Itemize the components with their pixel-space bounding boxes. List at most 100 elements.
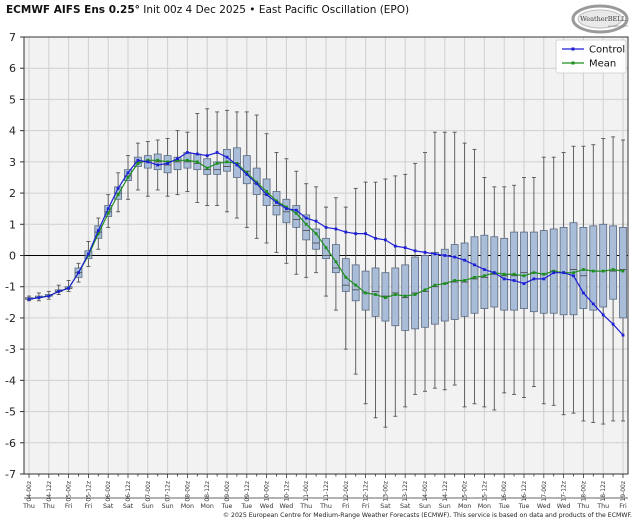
iqr-box (559, 227, 568, 316)
control-marker (502, 277, 506, 281)
x-day-label: Thu (596, 503, 609, 510)
x-day-label: Thu (576, 503, 589, 510)
control-marker (463, 258, 466, 262)
control-marker (473, 263, 476, 267)
legend-mean-label: Mean (589, 59, 616, 70)
mean-marker (621, 269, 625, 273)
control-marker (186, 151, 189, 154)
legend-control-label: Control (589, 45, 625, 56)
control-marker (582, 291, 585, 295)
mean-marker (255, 180, 259, 184)
iqr-box (480, 234, 489, 309)
control-marker (195, 152, 199, 156)
iqr-box (440, 248, 449, 322)
mean-marker (166, 160, 169, 164)
box-plot (312, 186, 321, 274)
x-axis: 04-00z 04-12z 05-00z 05-12z 06-00z 06-12z 07-0… (22, 474, 628, 510)
x-day-label: Sat (103, 503, 114, 510)
iqr-box (589, 225, 598, 311)
control-marker (562, 271, 565, 275)
mean-marker (294, 211, 298, 215)
x-day-label: Fri (619, 503, 627, 510)
mean-marker (611, 268, 615, 271)
mean-marker (304, 222, 308, 226)
mean-marker (186, 158, 189, 162)
control-marker (146, 160, 150, 164)
y-tick-label: 2 (9, 187, 16, 200)
y-tick-label: 7 (9, 31, 16, 44)
x-tick-label: 10-00z (264, 481, 271, 502)
iqr-box (619, 227, 627, 319)
control-marker (57, 289, 61, 293)
x-tick-label: 10-12z (283, 481, 290, 502)
control-marker (433, 252, 437, 256)
x-day-label: Fri (85, 503, 93, 510)
mean-marker (512, 272, 516, 276)
x-day-label: Sun (142, 503, 154, 510)
mean-marker (463, 279, 466, 282)
logo-subtext: Analytics LLC (608, 24, 628, 28)
y-tick-label: -1 (5, 281, 16, 294)
title-separator: • (249, 4, 256, 16)
control-marker (304, 216, 308, 220)
control-marker (354, 232, 358, 236)
mean-marker (225, 160, 229, 164)
x-tick-label: 04-00z (26, 481, 33, 502)
mean-marker (235, 162, 239, 165)
box-plot (391, 175, 400, 417)
control-marker (27, 297, 31, 301)
x-tick-label: 04-12z (46, 481, 53, 502)
mean-marker (582, 268, 585, 271)
control-marker (136, 158, 140, 162)
control-marker (483, 268, 486, 271)
control-marker (215, 151, 219, 154)
x-day-label: Thu (42, 503, 55, 510)
iqr-box (173, 156, 182, 171)
mean-marker (552, 269, 556, 273)
mean-marker (443, 282, 447, 285)
iqr-box (331, 244, 340, 274)
model-name: ECMWF AIFS Ens 0.25° (6, 4, 140, 16)
mean-marker (354, 283, 358, 287)
box-plot (331, 197, 340, 311)
mean-marker (542, 272, 546, 276)
box-plot (114, 172, 122, 213)
init-time: Init 00z 4 Dec 2025 (143, 4, 246, 16)
y-tick-label: 1 (9, 218, 16, 231)
control-marker (37, 296, 41, 300)
x-tick-label: 13-00z (382, 481, 389, 502)
x-day-label: Sat (123, 503, 134, 510)
mean-marker (126, 176, 130, 179)
x-tick-label: 17-00z (541, 481, 548, 502)
control-marker (235, 163, 239, 167)
mean-marker (285, 205, 288, 209)
control-marker (492, 271, 496, 275)
control-marker (47, 294, 51, 298)
y-tick-label: -4 (5, 374, 16, 387)
x-tick-label: 11-12z (323, 481, 330, 502)
box-plot (539, 156, 548, 405)
control-marker (205, 154, 209, 158)
control-marker (67, 286, 70, 290)
mean-marker (275, 199, 278, 203)
control-marker (77, 271, 80, 275)
mean-marker (106, 211, 110, 215)
mean-marker (176, 158, 179, 162)
x-tick-label: 14-00z (422, 481, 429, 502)
control-marker (443, 254, 447, 257)
mean-marker (205, 166, 209, 170)
iqr-box (430, 251, 439, 325)
x-tick-label: 07-12z (165, 481, 172, 502)
box-plot (520, 177, 528, 398)
control-marker (106, 207, 110, 211)
x-day-label: Tue (221, 503, 233, 510)
box-plot (440, 131, 449, 391)
control-marker (255, 182, 259, 186)
index-name: East Pacific Oscillation (EPO) (258, 4, 410, 16)
mean-marker (423, 288, 427, 292)
control-marker (384, 238, 387, 242)
iqr-box (213, 161, 222, 175)
control-marker (364, 232, 367, 236)
iqr-box (104, 205, 113, 217)
x-day-label: Sun (162, 503, 174, 510)
